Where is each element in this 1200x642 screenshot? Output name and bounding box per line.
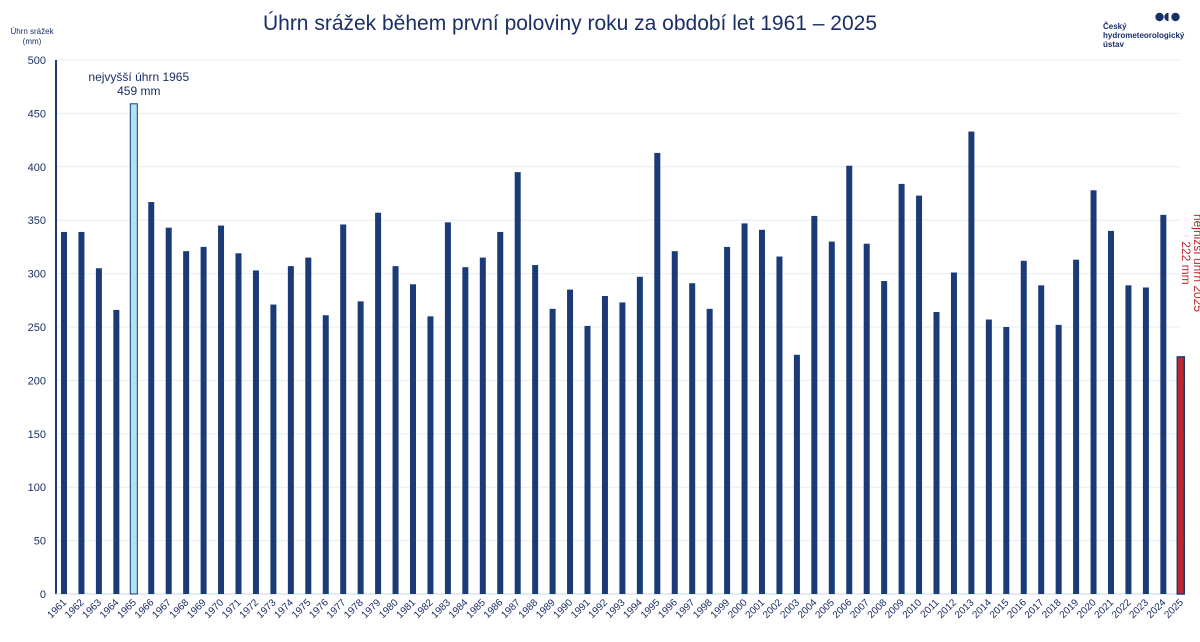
bar-1991: [584, 325, 591, 594]
bar-2019: [1073, 259, 1080, 594]
bar-1983: [444, 222, 451, 594]
bar-2000: [741, 223, 748, 595]
logo-line-2: hydrometeorologický: [1103, 31, 1185, 40]
y-axis: Úhrn srážek(mm) 0 50 100 150 200 250 300 350 400 4…: [10, 27, 1180, 601]
min-annotation-label: nejnižší úhrn 2025: [1191, 214, 1200, 312]
bar-2014: [985, 319, 992, 594]
x-tick-label: 2025: [1162, 597, 1186, 621]
bar-1977: [340, 224, 347, 595]
bar-2016: [1020, 260, 1027, 594]
bar-2012: [950, 272, 957, 594]
y-tick-label: 350: [28, 215, 46, 227]
y-tick-label: 100: [28, 482, 46, 494]
y-tick-label: 0: [40, 589, 46, 601]
bar-1969: [200, 246, 207, 594]
bar-1976: [322, 315, 329, 594]
bar-1995: [654, 152, 661, 594]
y-tick-label: 450: [28, 108, 46, 120]
bar-1980: [392, 266, 399, 594]
min-annotation-value: 222 mm: [1179, 241, 1193, 284]
bar-1971: [235, 253, 242, 595]
bar-1978: [357, 301, 364, 594]
bar-1981: [410, 284, 416, 594]
bar-1996: [671, 251, 678, 594]
bar-1974: [287, 266, 294, 594]
bar-1967: [165, 227, 172, 594]
max-annotation-value: 459 mm: [117, 84, 160, 98]
bar-2025: [1176, 356, 1186, 595]
bar-1965: [129, 103, 138, 595]
chart-title: Úhrn srážek během první poloviny roku za…: [262, 12, 878, 35]
bar-1973: [270, 304, 277, 594]
y-tick-label: 50: [34, 536, 46, 548]
bar-2008: [881, 281, 888, 594]
bar-1961: [61, 231, 67, 594]
bar-2017: [1038, 285, 1045, 594]
bar-2006: [846, 165, 853, 594]
bar-1997: [689, 283, 696, 594]
bar-2010: [916, 195, 923, 595]
bar-1970: [218, 225, 225, 595]
max-annotation-label: nejvyšší úhrn 1965: [88, 70, 189, 84]
bar-1962: [78, 231, 85, 594]
bar-2013: [968, 131, 975, 594]
y-tick-label: 200: [28, 375, 46, 387]
logo-line-3: ústav: [1103, 40, 1124, 49]
bars: [61, 103, 1186, 595]
logo-line-1: Český: [1103, 22, 1127, 31]
bar-2003: [793, 354, 800, 594]
bar-1982: [427, 316, 434, 594]
y-tick-label: 250: [28, 322, 46, 334]
bar-2001: [759, 229, 765, 594]
bar-1990: [567, 289, 574, 594]
bar-2023: [1142, 287, 1149, 594]
bar-2011: [933, 312, 940, 594]
bar-2002: [776, 256, 783, 594]
bar-1989: [549, 308, 556, 594]
y-tick-label: 150: [28, 429, 46, 441]
bar-2007: [863, 243, 870, 595]
bar-1986: [497, 231, 504, 594]
bar-1985: [479, 257, 486, 594]
bar-1966: [148, 202, 155, 594]
logo-dots-icon: [1155, 12, 1180, 22]
bar-2020: [1090, 190, 1097, 594]
y-tick-label: 500: [28, 55, 46, 67]
x-axis-labels: 1961196219631964196519661967196819691970…: [46, 597, 1187, 621]
bar-2015: [1003, 327, 1010, 594]
bar-1992: [601, 296, 608, 594]
logo-text: Český hydrometeorologický ústav: [1103, 22, 1185, 49]
bar-1963: [95, 268, 102, 594]
bar-1984: [462, 267, 469, 594]
bar-2024: [1160, 214, 1167, 595]
y-axis-unit: (mm): [23, 37, 42, 46]
y-tick-label: 300: [28, 269, 46, 281]
bar-1972: [252, 270, 259, 594]
bar-1988: [532, 265, 539, 594]
bar-2022: [1125, 285, 1132, 594]
y-tick-label: 400: [28, 162, 46, 174]
y-axis-title: Úhrn srážek: [10, 27, 54, 36]
bar-2005: [828, 241, 835, 594]
bar-1998: [706, 308, 713, 594]
gridlines: [57, 59, 1180, 595]
bar-1999: [724, 246, 731, 594]
bar-2009: [898, 183, 905, 594]
bar-1993: [619, 302, 626, 594]
bar-1979: [375, 212, 382, 594]
bar-1964: [113, 309, 120, 594]
bar-1975: [305, 257, 312, 594]
bar-2018: [1055, 324, 1062, 594]
bar-2021: [1108, 230, 1114, 594]
bar-1968: [183, 251, 190, 594]
bar-1994: [636, 276, 643, 594]
bar-2004: [811, 215, 818, 595]
bar-1987: [514, 172, 521, 594]
